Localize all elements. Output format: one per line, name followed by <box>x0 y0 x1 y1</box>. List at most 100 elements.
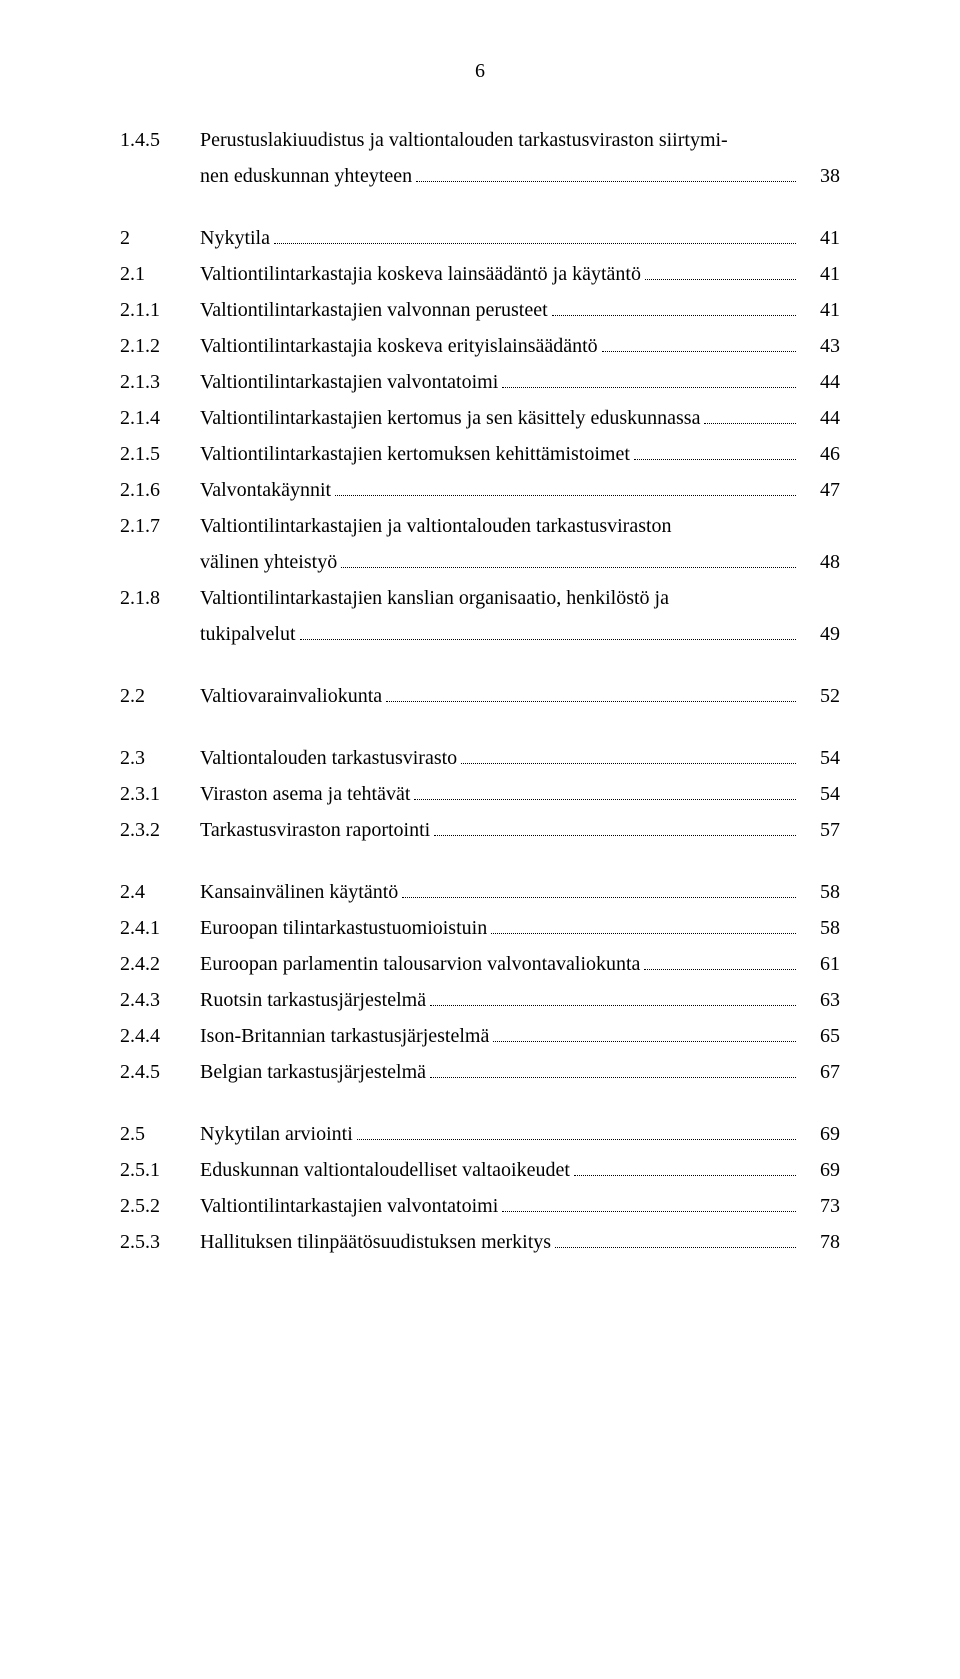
toc-entry-label-wrap: Perustuslakiuudistus ja valtiontalouden … <box>200 123 800 157</box>
toc-entry-number: 2.3 <box>120 741 200 775</box>
toc-leader-dots <box>341 549 796 568</box>
toc-entry-label: Valtiontilintarkastajien ja valtiontalou… <box>200 509 672 543</box>
toc-entry-label-wrap: Ruotsin tarkastusjärjestelmä <box>200 983 800 1017</box>
toc-entry-label: Valtiontilintarkastajia koskeva lainsääd… <box>200 257 641 291</box>
toc-entry: 2.4.4Ison-Britannian tarkastusjärjestelm… <box>120 1019 840 1053</box>
page-number-top: 6 <box>120 60 840 83</box>
toc-entry-page: 63 <box>800 983 840 1017</box>
toc-entry-continuation: nen eduskunnan yhteyteen38 <box>120 159 840 193</box>
toc-entry: 2.1.6Valvontakäynnit47 <box>120 473 840 507</box>
toc-entry-label: Kansainvälinen käytäntö <box>200 875 398 909</box>
toc-entry-label-wrap: Valtiontalouden tarkastusvirasto <box>200 741 800 775</box>
toc-leader-dots <box>335 477 796 496</box>
toc-entry-number: 2.1.5 <box>120 437 200 471</box>
toc-entry-number: 2.4.1 <box>120 911 200 945</box>
toc-entry-label: Euroopan parlamentin talousarvion valvon… <box>200 947 640 981</box>
toc-entry-number: 2.1.4 <box>120 401 200 435</box>
toc-entry-page: 69 <box>800 1117 840 1151</box>
toc-entry: 2.1.8Valtiontilintarkastajien kanslian o… <box>120 581 840 615</box>
toc-entry-label: Euroopan tilintarkastustuomioistuin <box>200 911 487 945</box>
toc-entry-label-wrap: Valtiontilintarkastajien valvontatoimi <box>200 365 800 399</box>
toc-leader-dots <box>645 261 796 280</box>
toc-leader-dots <box>386 683 796 702</box>
toc-entry-label: Valtiontilintarkastajien kanslian organi… <box>200 581 669 615</box>
toc-leader-dots <box>414 781 796 800</box>
toc-entry-number: 2.1.7 <box>120 509 200 543</box>
toc-entry-label: Valvontakäynnit <box>200 473 331 507</box>
toc-entry-label: Ison-Britannian tarkastusjärjestelmä <box>200 1019 489 1053</box>
toc-leader-dots <box>274 225 796 244</box>
toc-entry: 2.3.2Tarkastusviraston raportointi57 <box>120 813 840 847</box>
toc-leader-dots <box>434 817 796 836</box>
toc-entry-label-wrap: Ison-Britannian tarkastusjärjestelmä <box>200 1019 800 1053</box>
toc-entry-label: Valtiontilintarkastajien valvontatoimi <box>200 1189 498 1223</box>
toc-entry-number: 2.1.8 <box>120 581 200 615</box>
toc-leader-dots <box>402 879 796 898</box>
toc-entry-page: 54 <box>800 741 840 775</box>
toc-entry-label-wrap: Hallituksen tilinpäätösuudistuksen merki… <box>200 1225 800 1259</box>
toc-entry-label-wrap: Valtiontilintarkastajien kanslian organi… <box>200 581 800 615</box>
toc-entry-number: 2.4.3 <box>120 983 200 1017</box>
toc-entry-label-wrap: nen eduskunnan yhteyteen <box>200 159 800 193</box>
toc-entry: 2.5.1Eduskunnan valtiontaloudelliset val… <box>120 1153 840 1187</box>
toc-entry: 2.1.3Valtiontilintarkastajien valvontato… <box>120 365 840 399</box>
toc-entry: 2Nykytila41 <box>120 221 840 255</box>
toc-entry: 2.3Valtiontalouden tarkastusvirasto 54 <box>120 741 840 775</box>
toc-entry-label-wrap: Nykytila <box>200 221 800 255</box>
toc-entry-label: Valtiontilintarkastajien kertomuksen keh… <box>200 437 630 471</box>
toc-entry-label-wrap: Euroopan tilintarkastustuomioistuin <box>200 911 800 945</box>
toc-entry-number: 1.4.5 <box>120 123 200 157</box>
toc-entry-label: tukipalvelut <box>200 617 296 651</box>
toc-entry-label: Valtiontilintarkastajien kertomus ja sen… <box>200 401 700 435</box>
toc-entry-label: Nykytilan arviointi <box>200 1117 353 1151</box>
toc-leader-dots <box>461 745 796 764</box>
toc-entry-page: 69 <box>800 1153 840 1187</box>
toc-entry-continuation: välinen yhteistyö48 <box>120 545 840 579</box>
toc-entry-label: Belgian tarkastusjärjestelmä <box>200 1055 426 1089</box>
toc-entry-label-wrap: välinen yhteistyö <box>200 545 800 579</box>
toc-entry-label: Nykytila <box>200 221 270 255</box>
toc-entry-label-wrap: Valvontakäynnit <box>200 473 800 507</box>
toc-entry-label: nen eduskunnan yhteyteen <box>200 159 412 193</box>
toc-entry-label: Valtiontalouden tarkastusvirasto <box>200 741 457 775</box>
toc-entry: 2.5.3Hallituksen tilinpäätösuudistuksen … <box>120 1225 840 1259</box>
section-gap <box>120 1091 840 1117</box>
toc-leader-dots <box>634 441 796 460</box>
toc-entry-page: 58 <box>800 875 840 909</box>
toc-entry-number: 2.5.1 <box>120 1153 200 1187</box>
toc-leader-dots <box>602 333 796 352</box>
toc-entry-page: 43 <box>800 329 840 363</box>
toc-entry-label-wrap: Valtiontilintarkastajien ja valtiontalou… <box>200 509 800 543</box>
toc-entry: 2.4.2Euroopan parlamentin talousarvion v… <box>120 947 840 981</box>
toc-entry-page: 52 <box>800 679 840 713</box>
toc-entry-number: 2.3.2 <box>120 813 200 847</box>
toc-entry-page: 78 <box>800 1225 840 1259</box>
toc-entry-number: 2.5.2 <box>120 1189 200 1223</box>
toc-entry-page: 58 <box>800 911 840 945</box>
toc-entry-page: 73 <box>800 1189 840 1223</box>
toc-leader-dots <box>300 621 796 640</box>
toc-entry-label: Valtiontilintarkastajia koskeva erityisl… <box>200 329 598 363</box>
toc-entry-number: 2.1.2 <box>120 329 200 363</box>
toc-entry-label-wrap: Valtiovarainvaliokunta <box>200 679 800 713</box>
toc-entry-label: Perustuslakiuudistus ja valtiontalouden … <box>200 123 728 157</box>
toc-entry-number: 2.5.3 <box>120 1225 200 1259</box>
toc-entry-label-wrap: Nykytilan arviointi <box>200 1117 800 1151</box>
toc-leader-dots <box>430 987 796 1006</box>
toc-entry-label: Ruotsin tarkastusjärjestelmä <box>200 983 426 1017</box>
toc-entry-label: Viraston asema ja tehtävät <box>200 777 410 811</box>
page: 6 1.4.5Perustuslakiuudistus ja valtionta… <box>0 0 960 1679</box>
toc-entry: 2.2Valtiovarainvaliokunta52 <box>120 679 840 713</box>
toc-leader-dots <box>416 163 796 182</box>
toc-entry-page: 65 <box>800 1019 840 1053</box>
toc-entry-page: 41 <box>800 257 840 291</box>
toc-entry-label-wrap: Belgian tarkastusjärjestelmä <box>200 1055 800 1089</box>
toc-leader-dots <box>644 951 796 970</box>
toc-leader-dots <box>502 369 796 388</box>
table-of-contents: 1.4.5Perustuslakiuudistus ja valtiontalo… <box>120 123 840 1259</box>
toc-entry-page: 48 <box>800 545 840 579</box>
toc-entry-label-wrap: Kansainvälinen käytäntö <box>200 875 800 909</box>
toc-entry-label: Valtiontilintarkastajien valvonnan perus… <box>200 293 548 327</box>
toc-entry-page: 46 <box>800 437 840 471</box>
toc-entry: 2.4.1Euroopan tilintarkastustuomioistuin… <box>120 911 840 945</box>
